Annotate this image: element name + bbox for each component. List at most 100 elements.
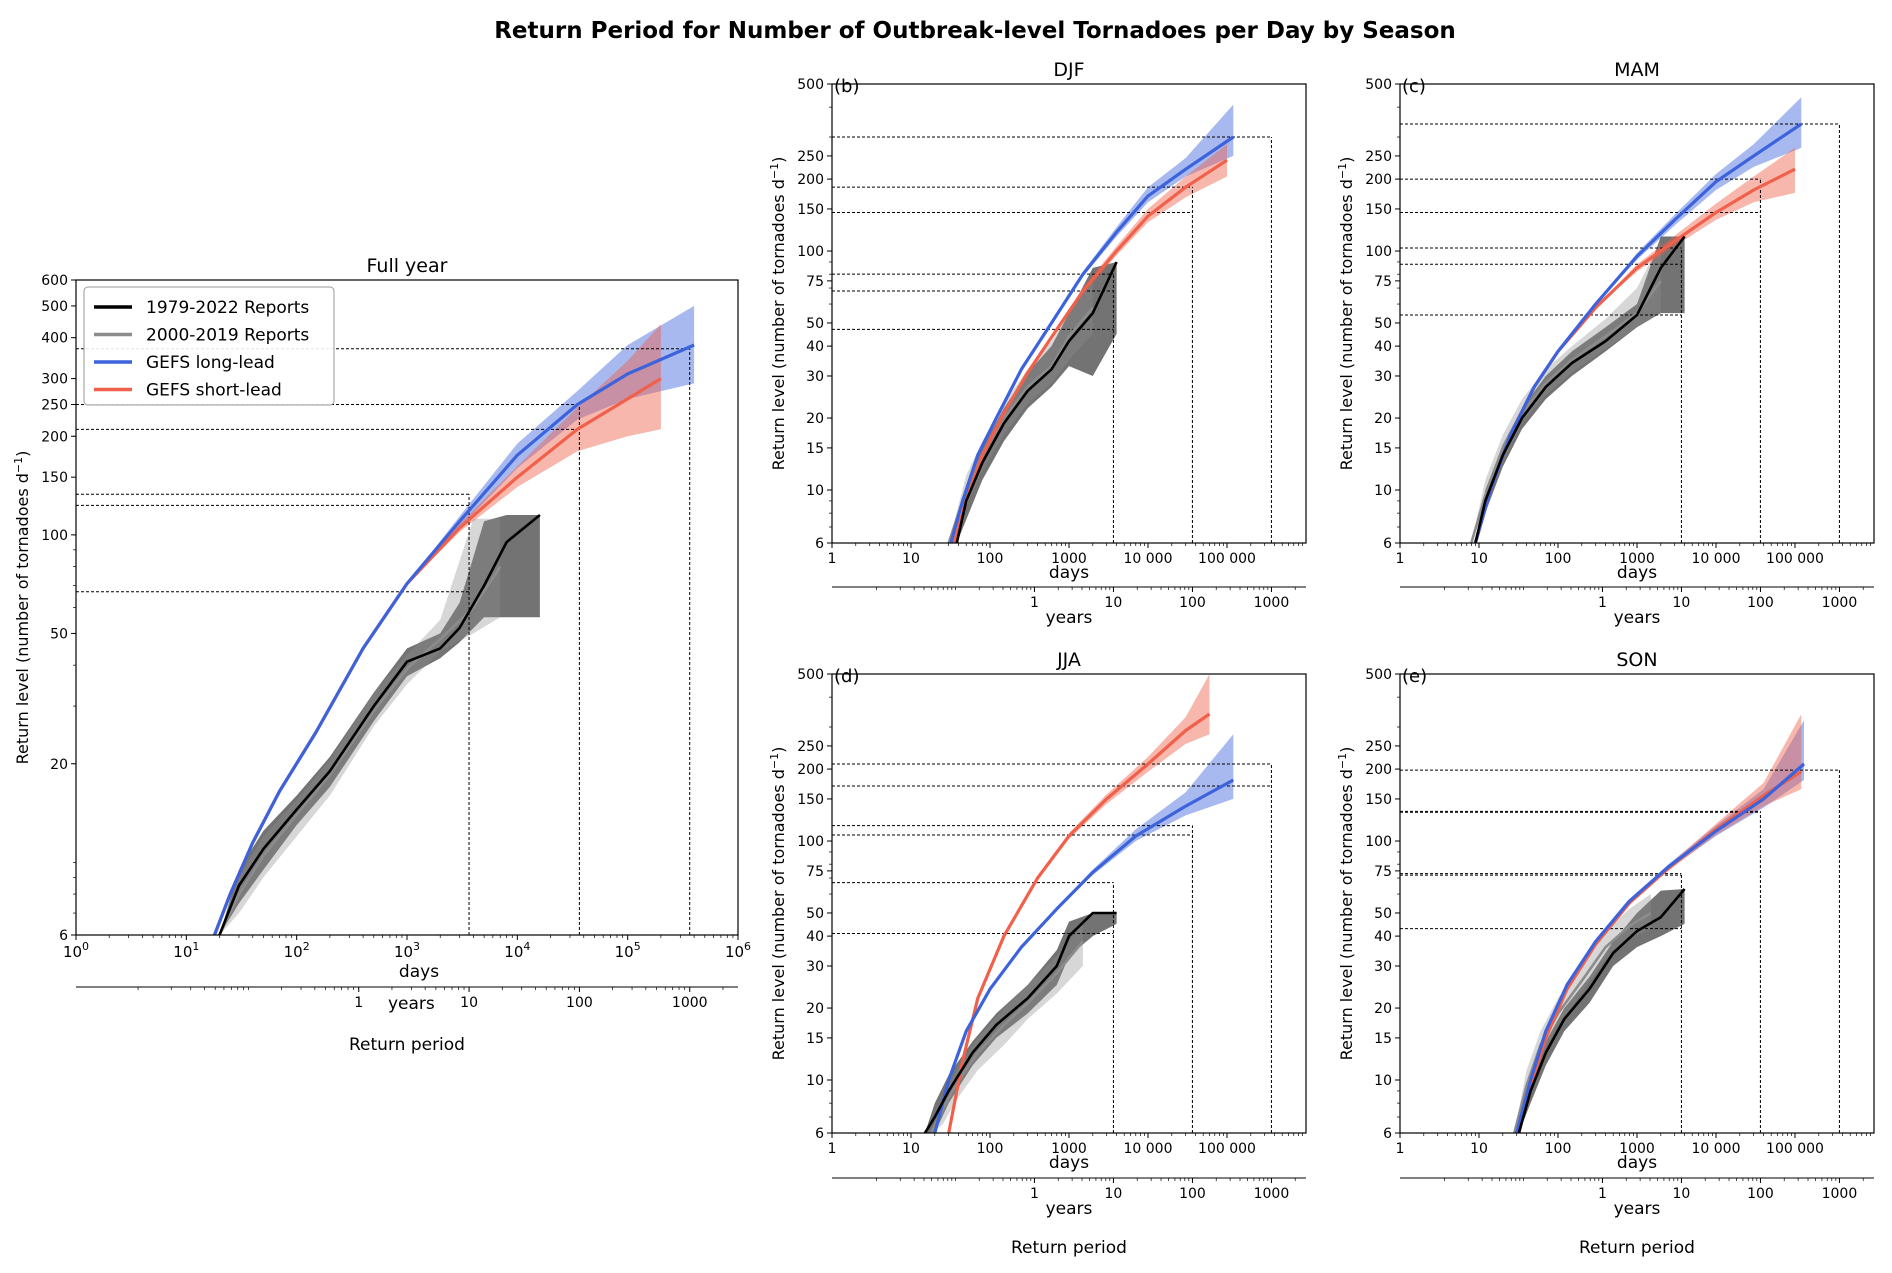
y-tick-label: 75 — [1374, 864, 1392, 880]
x-axis-label-years: years — [1614, 1199, 1661, 1219]
y-tick-label: 75 — [1374, 274, 1392, 290]
years-tick-label: 1000 — [1822, 595, 1858, 611]
x-axis-label-years: years — [1046, 1199, 1093, 1219]
x-tick-label: 1 — [1396, 1141, 1405, 1157]
years-tick-label: 1 — [1598, 1186, 1607, 1202]
plot-area — [832, 104, 1272, 543]
y-tick-label: 100 — [797, 834, 824, 850]
y-tick-label: 100 — [1365, 834, 1392, 850]
y-tick-label: 30 — [1374, 369, 1392, 385]
years-tick-label: 100 — [1747, 595, 1774, 611]
y-tick-label: 500 — [1365, 667, 1392, 683]
x-axis-label-days: days — [1617, 1153, 1657, 1173]
y-tick-label: 50 — [806, 316, 824, 332]
band-2000-2019-reports — [931, 923, 1083, 1133]
years-tick-label: 10 — [1673, 595, 1691, 611]
x-tick-label: 10 — [902, 551, 920, 567]
x-tick-label: 105 — [615, 940, 641, 961]
panel-title: DJF — [1053, 59, 1084, 81]
y-tick-label: 40 — [806, 339, 824, 355]
x-tick-label: 100 000 — [1198, 551, 1256, 567]
plot-area — [1400, 714, 1840, 1133]
x-tick-label: 101 — [173, 940, 199, 961]
x-tick-label: 100 — [1545, 551, 1572, 567]
series-line-2000-2019-reports — [1470, 280, 1662, 543]
y-tick-label: 15 — [1374, 441, 1392, 457]
x-tick-label: 100 000 — [1766, 551, 1824, 567]
panel-mam: 1 10 100 1000 10 000 100 000 days 1 10 100 1000 yea… — [1336, 59, 1875, 628]
y-tick-label: 250 — [41, 398, 68, 414]
band-1979-2022-reports — [1475, 236, 1685, 543]
y-tick-label: 500 — [797, 77, 824, 93]
x-tick-label: 1000 — [1051, 1141, 1087, 1157]
series-line-gefs-long-lead — [213, 343, 695, 935]
x-axis-label-years: years — [1046, 608, 1093, 628]
y-tick-label: 150 — [1365, 202, 1392, 218]
y-tick-label: 20 — [1374, 411, 1392, 427]
years-tick-label: 100 — [1179, 1186, 1206, 1202]
y-tick-label: 400 — [41, 331, 68, 347]
panel-label: (e) — [1402, 666, 1427, 687]
series-line-gefs-short-lead — [1517, 770, 1803, 1133]
legend-label: 1979-2022 Reports — [146, 298, 309, 318]
band-gefs-long-lead — [1475, 97, 1802, 543]
series-line-gefs-long-lead — [933, 778, 1235, 1133]
y-tick-label: 100 — [41, 528, 68, 544]
x-tick-label: 100 — [63, 940, 89, 961]
y-tick-label: 15 — [1374, 1031, 1392, 1047]
years-tick-label: 100 — [566, 995, 593, 1011]
x-tick-label: 100 000 — [1198, 1141, 1256, 1157]
years-tick-label: 1 — [1030, 1186, 1039, 1202]
y-tick-label: 20 — [1374, 1001, 1392, 1017]
band-2000-2019-reports — [1471, 241, 1661, 543]
y-tick-label: 6 — [1383, 1126, 1392, 1142]
y-axis-label: Return level (number of tornadoes d−1) — [1336, 157, 1356, 471]
x-tick-label: 1000 — [1619, 551, 1655, 567]
y-tick-label: 6 — [1383, 536, 1392, 552]
years-tick-label: 1000 — [1254, 595, 1290, 611]
series-line-gefs-long-lead — [1515, 762, 1806, 1133]
y-tick-label: 500 — [1365, 77, 1392, 93]
legend-label: GEFS long-lead — [146, 353, 275, 373]
legend-label: 2000-2019 Reports — [146, 326, 309, 346]
figure-title: Return Period for Number of Outbreak-lev… — [494, 18, 1456, 44]
y-tick-label: 250 — [1365, 149, 1392, 165]
y-tick-label: 75 — [806, 864, 824, 880]
band-1979-2022-reports — [1518, 889, 1685, 1133]
y-tick-label: 50 — [1374, 906, 1392, 922]
y-tick-label: 6 — [59, 928, 68, 944]
x-tick-label: 102 — [284, 940, 310, 961]
years-tick-label: 1 — [354, 995, 363, 1011]
axes-frame — [831, 673, 1307, 1134]
y-tick-label: 30 — [806, 959, 824, 975]
y-tick-label: 40 — [1374, 929, 1392, 945]
years-tick-label: 1000 — [1254, 1186, 1290, 1202]
y-tick-label: 40 — [806, 929, 824, 945]
panel-son: 1 10 100 1000 10 000 100 000 days 1 10 100 1000 yea… — [1336, 649, 1875, 1258]
y-axis-label: Return level (number of tornadoes d−1) — [12, 451, 32, 765]
y-tick-label: 600 — [41, 273, 68, 289]
y-tick-label: 500 — [797, 667, 824, 683]
y-tick-label: 200 — [1365, 172, 1392, 188]
y-tick-label: 10 — [1374, 483, 1392, 499]
x-tick-label: 100 — [977, 551, 1004, 567]
y-tick-label: 40 — [1374, 339, 1392, 355]
return-period-label: Return period — [349, 1035, 465, 1055]
years-tick-label: 1000 — [1822, 1186, 1858, 1202]
y-tick-label: 100 — [797, 244, 824, 260]
y-tick-label: 100 — [1365, 244, 1392, 260]
x-tick-label: 10 — [902, 1141, 920, 1157]
y-tick-label: 200 — [797, 762, 824, 778]
panel-label: (d) — [834, 666, 859, 687]
y-tick-label: 200 — [1365, 762, 1392, 778]
y-tick-label: 20 — [50, 757, 68, 773]
y-axis-label: Return level (number of tornadoes d−1) — [768, 747, 788, 1061]
y-tick-label: 150 — [1365, 792, 1392, 808]
x-tick-label: 1000 — [1051, 551, 1087, 567]
series-line-1979-2022-reports — [1517, 888, 1686, 1133]
y-tick-label: 50 — [50, 626, 68, 642]
y-tick-label: 50 — [1374, 316, 1392, 332]
band-2000-2019-reports — [948, 280, 1093, 543]
years-tick-label: 100 — [1747, 1186, 1774, 1202]
